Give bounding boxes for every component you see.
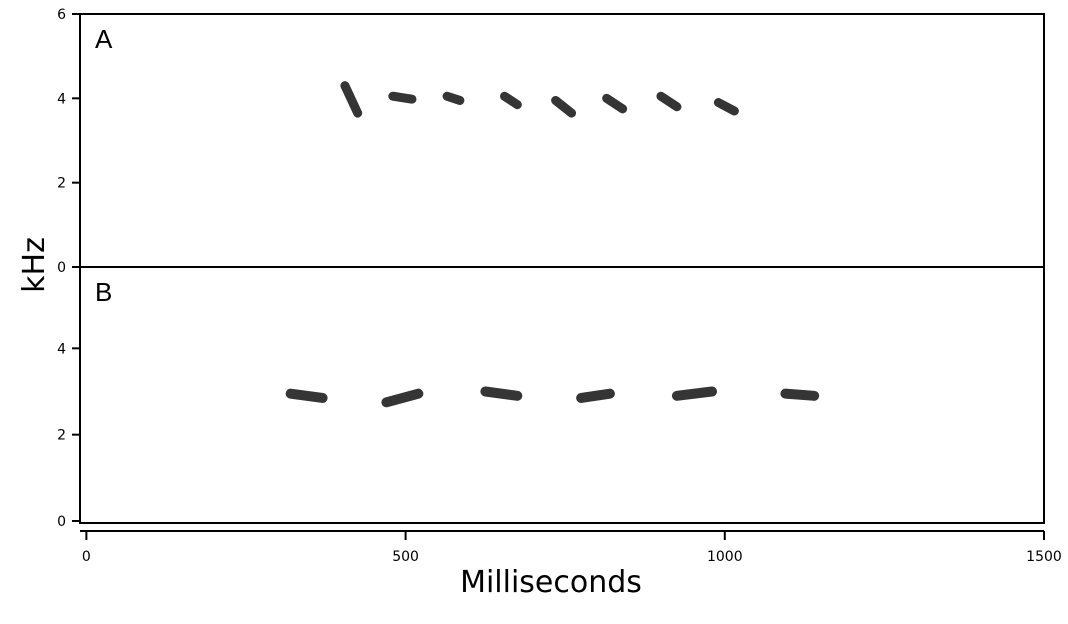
x-tick-label: 1000 [707,549,743,565]
spectrogram-note [388,91,417,104]
spectrogram-note [713,98,739,116]
panel-b: B 0 2 4 [57,266,1045,530]
spectrogram-note [551,95,577,118]
spectrogram-note [480,386,523,401]
panels-group: A 0 2 4 6 B 0 2 4 [57,7,1045,530]
y-tick-label: 4 [57,91,66,107]
x-tick-label: 0 [82,549,91,565]
spectrogram-note [340,81,363,118]
panel-label: A [95,24,113,54]
spectrogram-note [780,388,820,401]
x-axis: 0 500 1000 1500 [80,530,1062,565]
y-tick-label: 0 [57,260,66,276]
y-tick-label: 4 [57,341,66,357]
y-tick-label: 6 [57,7,66,23]
spectrogram-note [500,91,522,110]
panel-a: A 0 2 4 6 [57,7,1045,276]
spectrogram-note [602,93,628,114]
x-axis-label: Milliseconds [460,565,642,600]
spectrogram-note [671,386,718,401]
panel-frame [79,13,1045,268]
y-tick-label: 0 [57,514,66,530]
y-tick-label: 2 [57,428,66,444]
spectrogram-note [381,388,424,408]
panel-label: B [95,277,112,307]
panel-frame [79,266,1045,524]
spectrogram-note [285,388,328,403]
spectrogram-note [656,91,682,112]
y-axis-label: kHz [17,237,52,293]
x-tick-label: 500 [392,549,419,565]
y-tick-label: 2 [57,176,66,192]
spectrogram-note [442,91,465,105]
spectrogram-note [576,388,615,403]
x-tick-label: 1500 [1026,549,1062,565]
